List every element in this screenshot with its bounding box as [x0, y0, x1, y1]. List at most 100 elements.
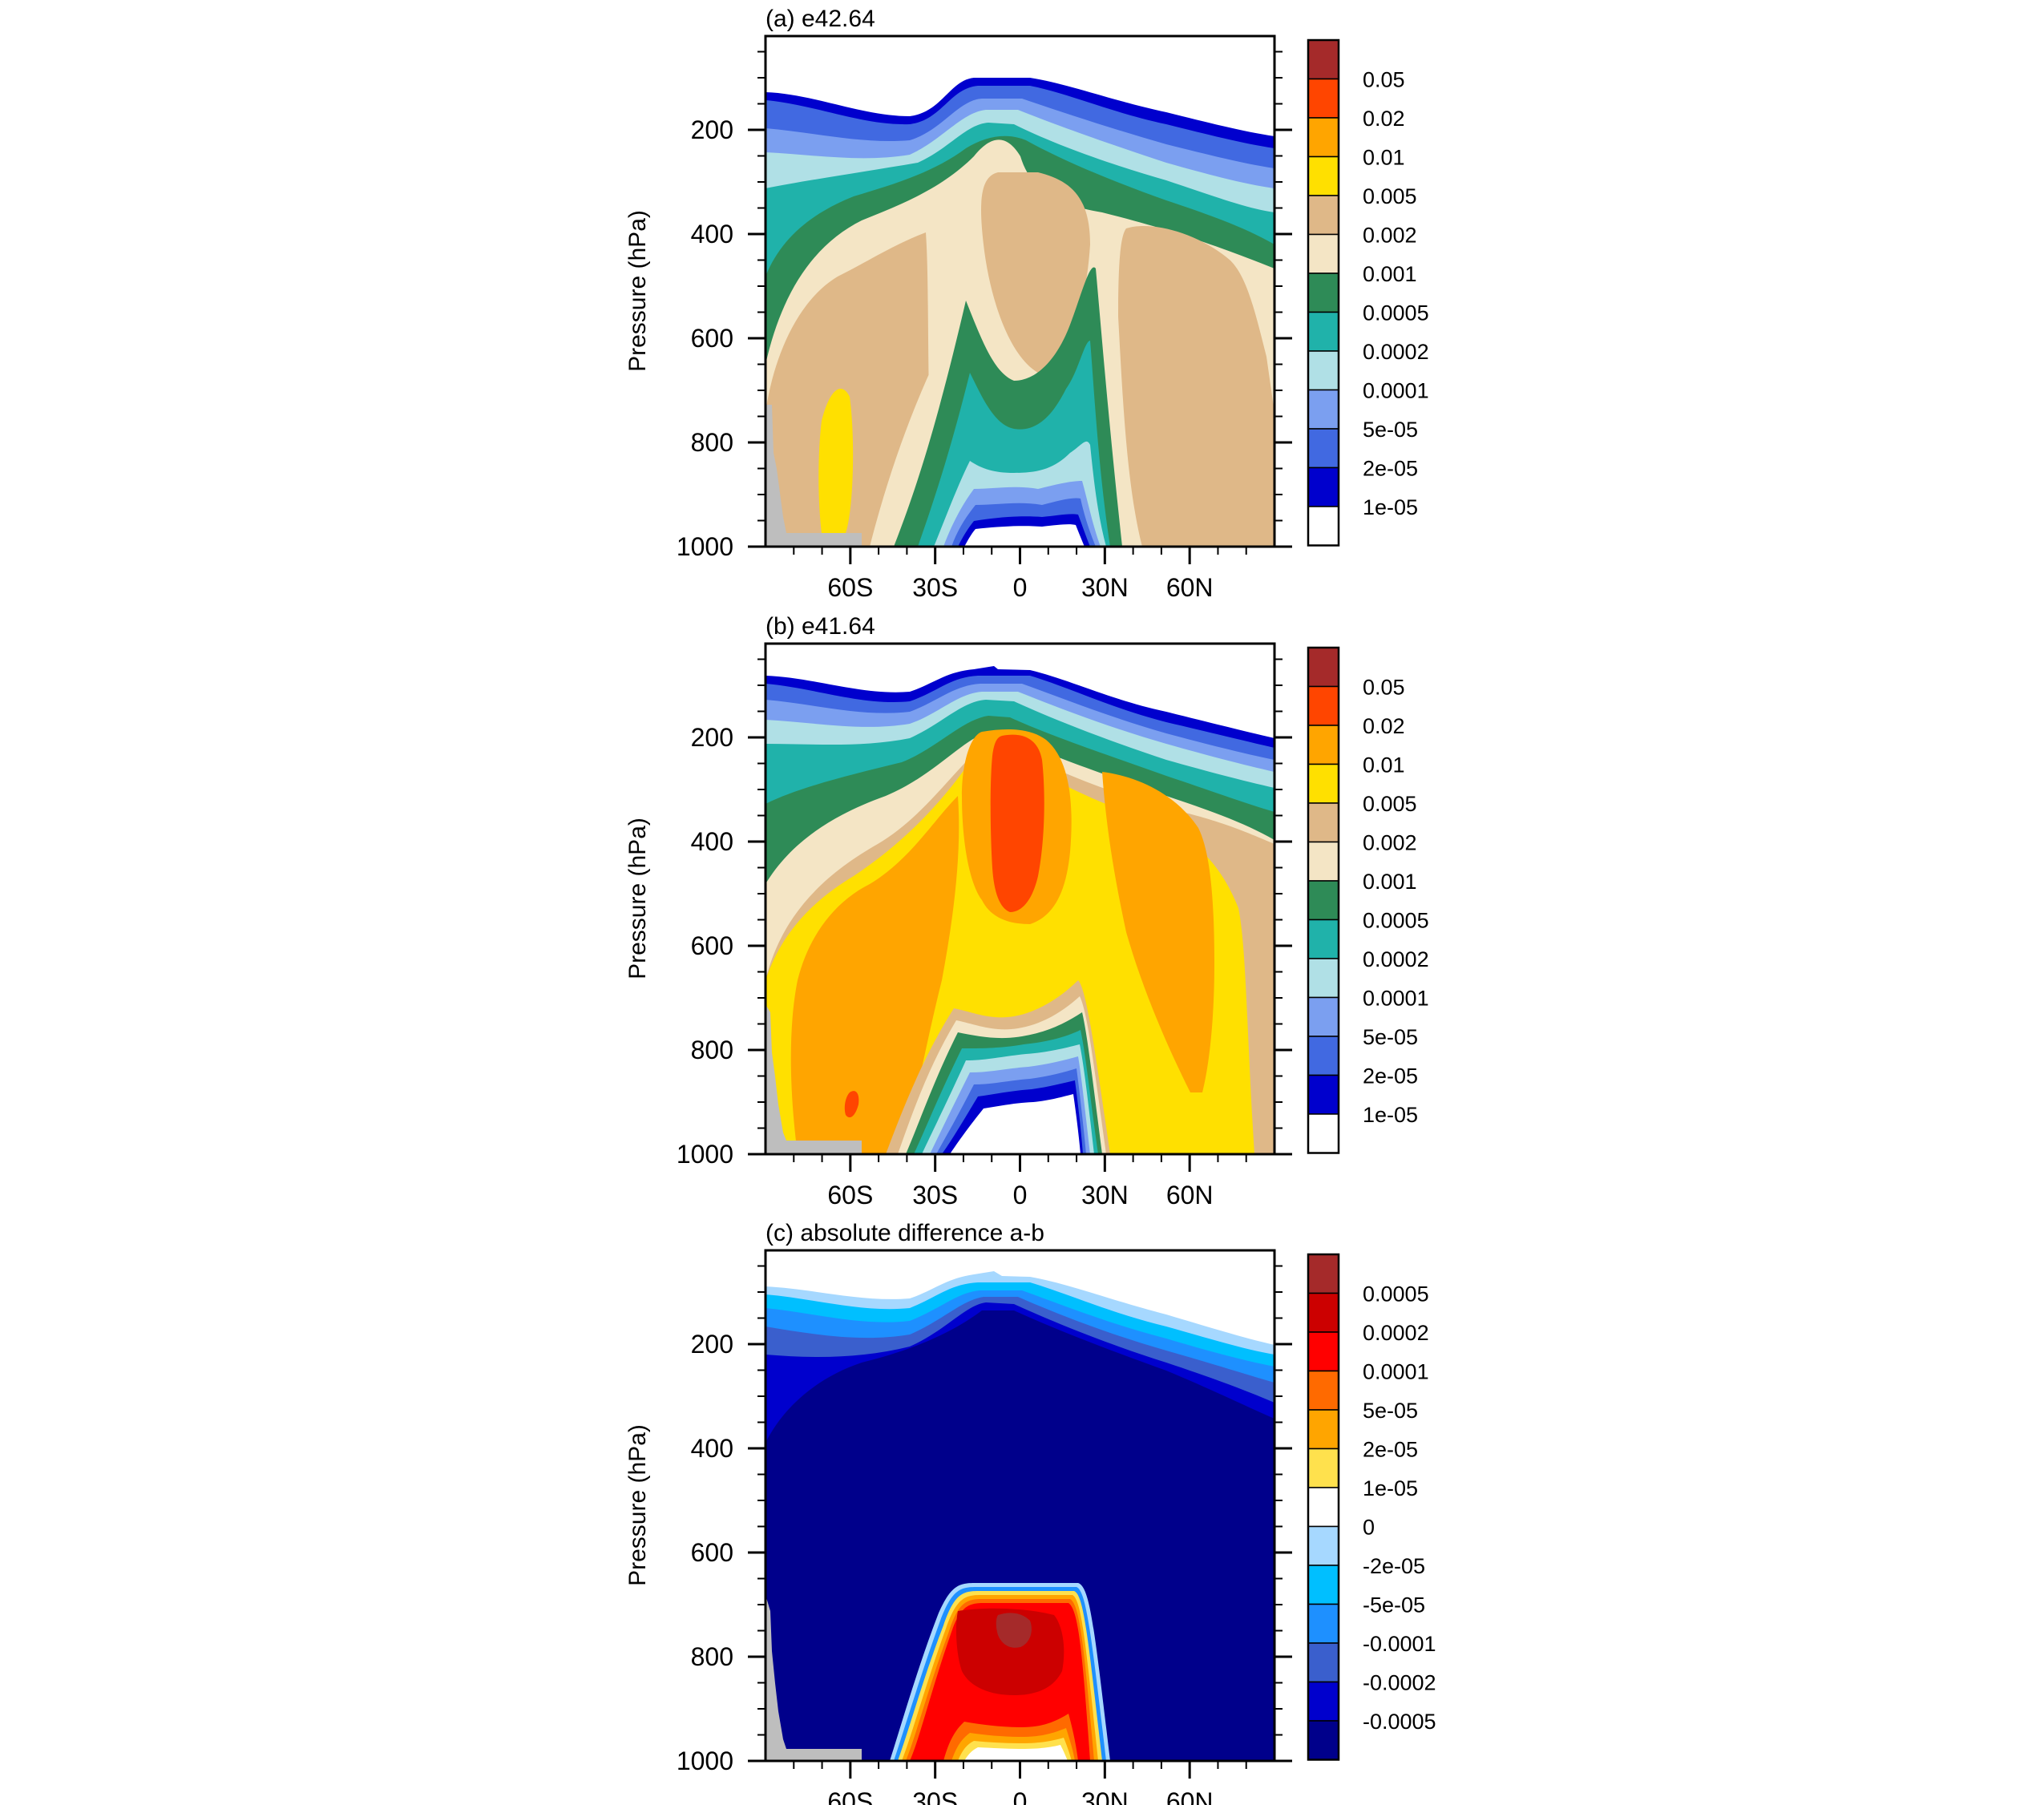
colorbar: 0.05 0.02 0.01 0.005 0.002 0.001 0.0005 0.0002 0… [1307, 646, 1429, 1154]
colorbar-label: 0.0005 [1363, 909, 1429, 933]
colorbar-swatch [1307, 958, 1339, 999]
colorbar-swatch [1307, 1565, 1339, 1605]
colorbar-label: 0.005 [1363, 792, 1417, 816]
contour-field [765, 644, 1274, 1154]
masked-terrain [765, 1004, 862, 1154]
colorbar-swatch [1307, 1448, 1339, 1488]
colorbar-swatch [1307, 233, 1339, 274]
x-tick-label: 30N [1081, 573, 1129, 602]
panel-b: (b) e41.64 [624, 613, 1292, 1209]
colorbar-swatch [1307, 39, 1339, 80]
colorbar-label: -0.0001 [1363, 1632, 1436, 1656]
colorbar-swatch [1307, 1525, 1339, 1566]
x-tick-label: 30S [912, 573, 958, 602]
colorbar-swatch [1307, 1036, 1339, 1076]
colorbar-swatch [1307, 1113, 1339, 1154]
colorbar-swatch [1307, 996, 1339, 1037]
colorbar-label: -5e-05 [1363, 1593, 1425, 1617]
band-0.02 [844, 734, 1044, 1118]
y-tick-label: 400 [691, 827, 733, 856]
panel-c: (c) absolute difference a-b [624, 1220, 1292, 1805]
colorbar-swatch [1307, 506, 1339, 547]
colorbar-swatch [1307, 1681, 1339, 1722]
colorbar-swatch [1307, 1603, 1339, 1644]
y-axis-label: Pressure (hPa) [624, 818, 651, 979]
colorbar-label: 0.01 [1363, 146, 1405, 170]
colorbar-swatch [1307, 1720, 1339, 1761]
colorbar-swatch [1307, 1331, 1339, 1372]
y-tick-label: 1000 [677, 1140, 733, 1169]
colorbar-frame [1307, 1253, 1340, 1761]
colorbar-label: 0.002 [1363, 831, 1417, 855]
colorbar-label: 1e-05 [1363, 1476, 1418, 1500]
colorbar-swatch [1307, 725, 1339, 765]
colorbar-swatch [1307, 841, 1339, 882]
band-below-minus-0.0005 [765, 1310, 1274, 1761]
colorbar-label: 2e-05 [1363, 1438, 1418, 1462]
band-0.002 [765, 172, 1274, 547]
contour-field [765, 36, 1274, 547]
colorbar-swatch [1307, 78, 1339, 119]
colorbar-swatch [1307, 273, 1339, 313]
x-tick-label: 60S [827, 1181, 873, 1209]
y-tick-label: 400 [691, 220, 733, 248]
colorbar-label: 0.001 [1363, 262, 1417, 286]
colorbar-label: 0.02 [1363, 107, 1405, 131]
band-tropics-min [950, 1094, 1081, 1154]
colorbar: 0.0005 0.0002 0.0001 5e-05 2e-05 1e-05 0 -2e-05… [1307, 1253, 1436, 1761]
colorbar-swatch [1307, 389, 1339, 430]
colorbar-label: 0 [1363, 1516, 1375, 1540]
colorbar-swatch [1307, 350, 1339, 391]
masked-terrain [765, 405, 862, 547]
panel-title: (c) absolute difference a-b [765, 1220, 1044, 1246]
x-tick-label: 30N [1081, 1181, 1129, 1209]
colorbar-swatch [1307, 428, 1339, 469]
colorbar-label: 0.0001 [1363, 379, 1429, 403]
y-tick-label: 800 [691, 428, 733, 457]
panel-title: (b) e41.64 [765, 613, 875, 640]
colorbar-label: 0.0005 [1363, 1282, 1429, 1306]
colorbar-swatch [1307, 1642, 1339, 1683]
colorbar-label: -0.0002 [1363, 1671, 1436, 1695]
band-0.005 [818, 389, 854, 533]
colorbar-swatch [1307, 763, 1339, 804]
colorbar-label: 0.0002 [1363, 947, 1429, 971]
colorbar-label: 2e-05 [1363, 457, 1418, 481]
x-tick-label: 0 [1013, 573, 1028, 602]
y-tick-label: 400 [691, 1434, 733, 1463]
colorbar-swatch [1307, 802, 1339, 843]
colorbar-label: 0.0002 [1363, 1321, 1429, 1345]
colorbar-label: 5e-05 [1363, 1399, 1418, 1423]
colorbar-swatch [1307, 1409, 1339, 1450]
colorbar-frame [1307, 646, 1340, 1154]
y-tick-label: 200 [691, 1330, 733, 1359]
band-pos-0.0005 [955, 1608, 1064, 1695]
band-pos-max [996, 1613, 1032, 1648]
colorbar-label: 0.001 [1363, 870, 1417, 894]
colorbar-swatch [1307, 1254, 1339, 1294]
x-tick-label: 60N [1166, 573, 1214, 602]
colorbar-label: 5e-05 [1363, 1025, 1418, 1049]
x-tick-label: 0 [1013, 1181, 1028, 1209]
colorbar-label: -2e-05 [1363, 1554, 1425, 1578]
y-axis-label: Pressure (hPa) [624, 210, 651, 372]
masked-terrain [765, 1595, 862, 1761]
y-tick-label: 600 [691, 324, 733, 353]
y-tick-label: 1000 [677, 532, 733, 561]
colorbar-swatch [1307, 466, 1339, 507]
colorbar-label: 0.005 [1363, 184, 1417, 208]
colorbar-swatch [1307, 685, 1339, 726]
colorbar-label: 0.0001 [1363, 1360, 1429, 1384]
colorbar-label: 0.05 [1363, 676, 1405, 700]
colorbar-label: 1e-05 [1363, 495, 1418, 519]
colorbar: 0.05 0.02 0.01 0.005 0.002 0.001 0.0005 0.0002 0… [1307, 38, 1429, 547]
colorbar-swatch [1307, 1487, 1339, 1528]
colorbar-label: 1e-05 [1363, 1103, 1418, 1127]
axis-ticks: 200 400 600 800 1000 60S 30S 0 30N 60N [677, 658, 1292, 1209]
x-tick-label: 60S [827, 1787, 873, 1805]
colorbar-label: 0.02 [1363, 714, 1405, 738]
y-axis-label: Pressure (hPa) [624, 1424, 651, 1586]
y-tick-label: 1000 [677, 1746, 733, 1775]
x-tick-label: 30S [912, 1787, 958, 1805]
y-tick-label: 800 [691, 1642, 733, 1671]
